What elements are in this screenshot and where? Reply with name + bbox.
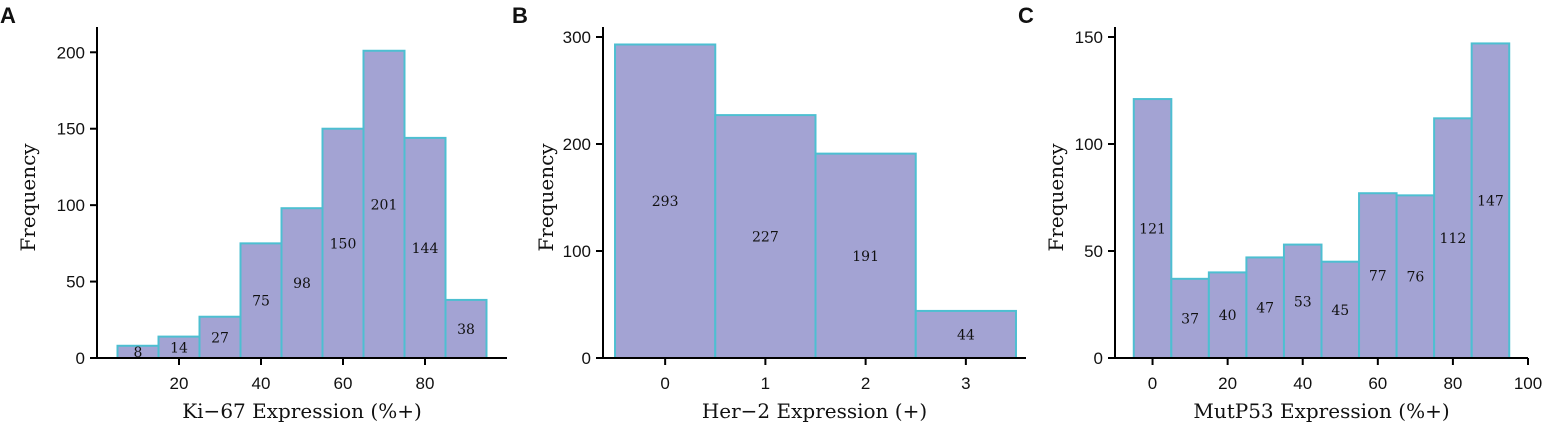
bar-count-label: 112 — [1440, 231, 1467, 247]
panel-c: C 121 37 40 47 53 45 77 76 112 147 0 50 100 150 0 20 40 60… — [1018, 3, 1542, 423]
bar-count-label: 47 — [1256, 301, 1274, 317]
y-tick-label: 0 — [582, 349, 591, 368]
histogram-bar — [280, 207, 324, 359]
panel-b: B 293 227 191 44 0 100 200 300 0 1 2 3 Her−2 Expressi… — [512, 3, 1026, 423]
y-tick-label: 0 — [1094, 349, 1103, 368]
y-tick-label: 100 — [563, 242, 591, 261]
y-tick-label: 0 — [76, 349, 85, 368]
bar-count-label: 76 — [1406, 270, 1424, 286]
y-tick-label: 200 — [563, 135, 591, 154]
x-tick-label: 40 — [1293, 374, 1312, 393]
x-tick-label: 60 — [1368, 374, 1387, 393]
x-tick-label: 20 — [170, 374, 189, 393]
x-tick-label: 100 — [1514, 374, 1542, 393]
bar-count-label: 144 — [412, 241, 439, 257]
panel-letter: B — [512, 3, 528, 28]
histogram-bar — [1282, 243, 1323, 359]
x-tick-label: 60 — [334, 374, 353, 393]
x-tick-label: 80 — [416, 374, 435, 393]
panel-a: A 8 14 27 75 98 150 201 144 38 0 50 100 150 200 20 40 60 8… — [0, 3, 507, 423]
bar-count-label: 201 — [371, 197, 398, 213]
x-axis-label: MutP53 Expression (%+) — [1193, 399, 1449, 423]
y-axis-label: Frequency — [16, 143, 40, 252]
x-tick-label: 1 — [761, 374, 770, 393]
bar-count-label: 191 — [852, 249, 879, 265]
histogram-bar — [239, 242, 283, 360]
y-tick-label: 50 — [1084, 242, 1103, 261]
histogram-bar — [403, 136, 447, 359]
bar-count-label: 14 — [170, 340, 188, 356]
y-tick-label: 150 — [1075, 28, 1103, 47]
histogram-bar — [814, 152, 917, 359]
histogram-bar — [1320, 260, 1361, 360]
panel-letter: A — [0, 3, 16, 28]
y-tick-label: 150 — [57, 120, 85, 139]
bar-count-label: 98 — [293, 276, 311, 292]
bar-count-label: 121 — [1139, 222, 1166, 238]
y-tick-label: 50 — [66, 273, 85, 292]
bar-count-label: 77 — [1369, 269, 1387, 285]
histogram-bar — [1207, 271, 1248, 359]
bar-count-label: 227 — [752, 230, 779, 246]
bar-count-label: 40 — [1219, 308, 1237, 324]
bar-count-label: 75 — [252, 294, 270, 310]
histogram-bar — [1433, 117, 1473, 359]
histogram-bar — [1470, 42, 1511, 359]
x-tick-label: 20 — [1218, 374, 1237, 393]
x-axis-label: Ki−67 Expression (%+) — [182, 399, 422, 423]
y-tick-label: 100 — [57, 196, 85, 215]
x-tick-label: 0 — [1148, 374, 1157, 393]
y-tick-label: 300 — [563, 28, 591, 47]
bar-count-label: 44 — [957, 327, 975, 343]
bar-count-label: 45 — [1331, 303, 1349, 319]
histogram-bar — [614, 43, 717, 360]
x-tick-label: 80 — [1443, 374, 1462, 393]
bar-count-label: 150 — [330, 236, 357, 252]
bar-count-label: 38 — [457, 322, 475, 338]
y-tick-label: 200 — [57, 43, 85, 62]
y-axis-label: Frequency — [534, 143, 558, 252]
y-tick-label: 100 — [1075, 135, 1103, 154]
bar-count-label: 27 — [211, 330, 229, 346]
x-tick-label: 40 — [252, 374, 271, 393]
histogram-bar — [362, 49, 406, 359]
bar-count-label: 147 — [1477, 194, 1504, 210]
x-tick-label: 0 — [660, 374, 669, 393]
y-axis-label: Frequency — [1044, 143, 1068, 252]
x-tick-label: 3 — [961, 374, 970, 393]
x-axis-label: Her−2 Expression (+) — [702, 399, 927, 423]
panel-letter: C — [1018, 3, 1034, 28]
bar-count-label: 293 — [652, 194, 679, 210]
bar-count-label: 37 — [1181, 311, 1199, 327]
bar-count-label: 53 — [1294, 294, 1312, 310]
x-tick-label: 2 — [861, 374, 870, 393]
bar-count-label: 8 — [134, 345, 143, 361]
